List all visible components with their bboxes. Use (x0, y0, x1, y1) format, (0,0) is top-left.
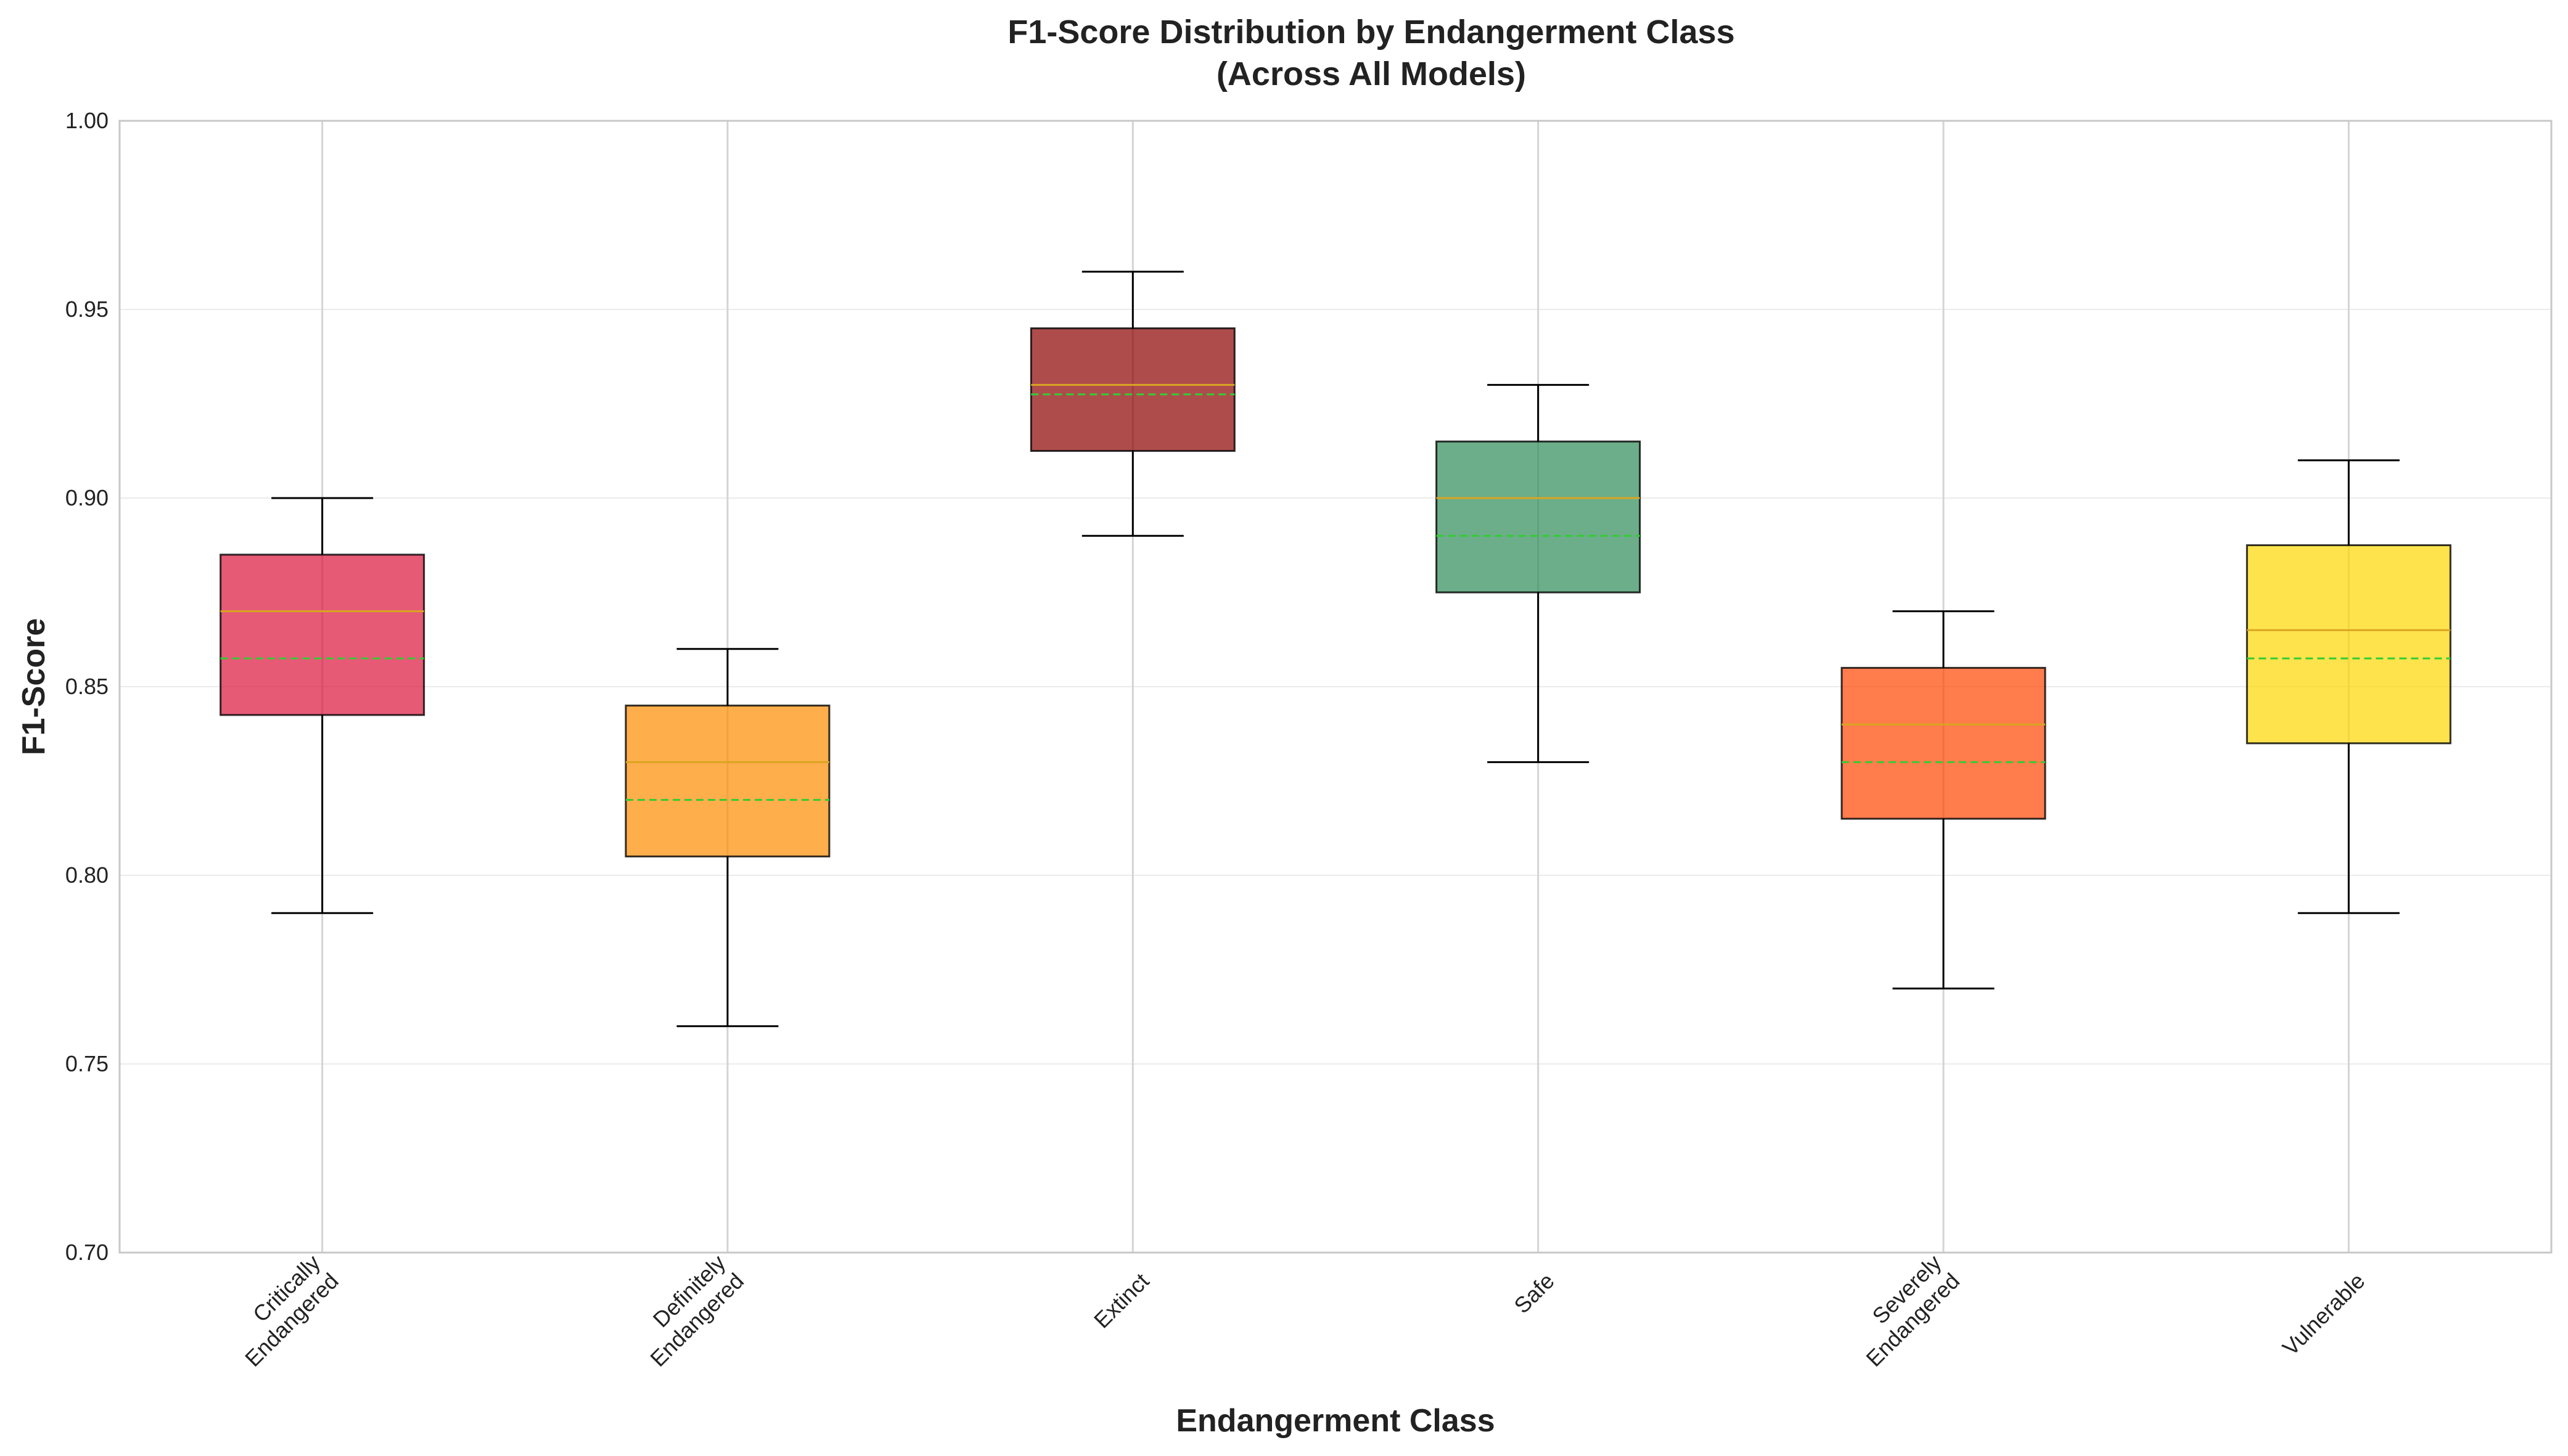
y-tick-label: 0.90 (65, 485, 109, 510)
x-tick-label: Extinct (1089, 1268, 1154, 1333)
iqr-box (1435, 440, 1641, 594)
grid-lines (120, 120, 2551, 1253)
iqr-box (219, 554, 425, 716)
y-tick-label: 0.70 (65, 1240, 109, 1265)
x-axis-ticks: CriticallyEndangered DefinitelyEndangered… (221, 1249, 2370, 1371)
box-plot-3 (1435, 383, 1641, 763)
chart-title: F1-Score Distribution by Endangerment Cl… (1007, 14, 1734, 92)
x-tick-label: DefinitelyEndangered (627, 1249, 749, 1371)
iqr-box (1840, 666, 2046, 820)
box-plot-5 (2246, 459, 2451, 914)
x-tick-label-line: Safe (1509, 1268, 1559, 1318)
box-plot-4 (1840, 610, 2046, 990)
box-plot-0 (219, 497, 425, 914)
y-tick-label: 0.75 (65, 1051, 109, 1076)
y-axis-label: F1-Score (16, 618, 52, 756)
y-tick-label: 0.95 (65, 297, 109, 322)
box-plot-2 (1030, 271, 1236, 537)
x-tick-label: Safe (1509, 1268, 1559, 1318)
x-tick-label-line: Extinct (1089, 1268, 1154, 1333)
box-plot-1 (625, 648, 831, 1028)
iqr-box (1030, 327, 1236, 452)
y-tick-label: 1.00 (65, 108, 109, 133)
x-tick-label-line: Vulnerable (2278, 1268, 2370, 1360)
y-axis-ticks: 0.70 0.75 0.80 0.85 0.90 0.95 1.00 (65, 108, 109, 1265)
chart-title-line-2: (Across All Models) (1216, 55, 1526, 92)
iqr-box (625, 705, 831, 857)
y-tick-label: 0.85 (65, 674, 109, 699)
chart-title-line-1: F1-Score Distribution by Endangerment Cl… (1007, 14, 1734, 51)
x-tick-label: CriticallyEndangered (221, 1249, 343, 1371)
x-axis-label: Endangerment Class (1176, 1403, 1495, 1439)
x-tick-label: SeverelyEndangered (1843, 1249, 1964, 1371)
iqr-box (2246, 544, 2451, 745)
plot-area-frame (118, 120, 2553, 1254)
x-tick-label: Vulnerable (2278, 1268, 2370, 1360)
box-series (219, 271, 2451, 1028)
y-tick-label: 0.80 (65, 862, 109, 888)
